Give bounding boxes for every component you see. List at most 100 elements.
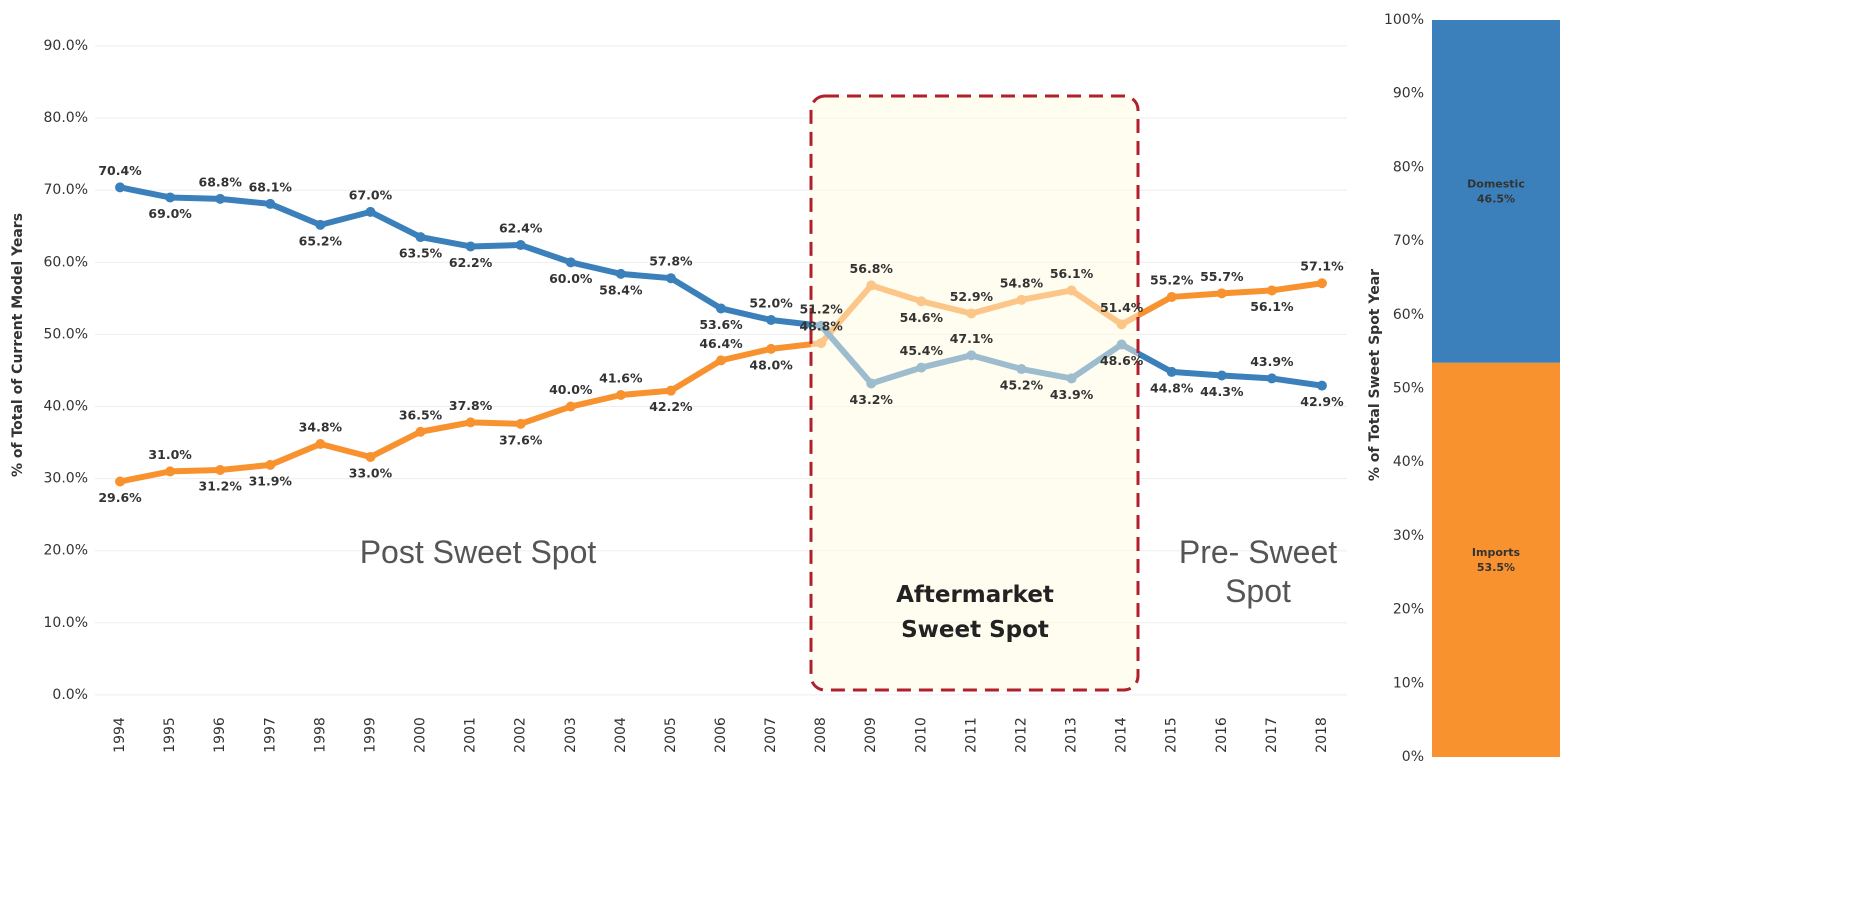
point (565, 401, 576, 412)
x-tick-label: 1998 (312, 717, 328, 753)
x-tick-label: 2012 (1013, 717, 1029, 753)
x-tick-label: 2002 (513, 717, 529, 753)
data-label: 47.1% (950, 331, 994, 346)
data-label: 46.5% (1477, 192, 1515, 205)
data-label: 40.0% (549, 382, 593, 397)
data-label: 48.0% (749, 357, 793, 372)
point (515, 418, 526, 429)
point (565, 257, 576, 268)
data-label: 56.8% (850, 261, 894, 276)
data-label: 69.0% (148, 206, 192, 221)
point (165, 466, 176, 477)
y-tick-label: 80.0% (44, 110, 88, 126)
x-tick-label: 2016 (1214, 717, 1230, 753)
data-label: 52.0% (749, 296, 793, 311)
y-tick-label: 60.0% (44, 254, 88, 270)
data-label: 37.8% (449, 398, 493, 413)
data-label: 29.6% (98, 490, 142, 505)
point (265, 198, 276, 209)
point (265, 459, 276, 470)
y-axis-title: % of Total of Current Model Years (10, 213, 26, 477)
point (365, 206, 376, 217)
point (1316, 278, 1327, 289)
point (415, 426, 426, 437)
point (1216, 288, 1227, 299)
point (115, 476, 126, 487)
y-tick-label: 90.0% (44, 38, 88, 54)
y-tick-label: 60% (1393, 307, 1424, 323)
data-label: 68.8% (199, 174, 243, 189)
data-label: 62.4% (499, 221, 543, 236)
y-tick-label: 40.0% (44, 399, 88, 415)
annotation: Aftermarket Sweet Spot (896, 582, 1054, 643)
y-tick-label: 20% (1393, 602, 1424, 618)
data-label: 45.4% (900, 343, 944, 358)
data-label: 44.8% (1150, 380, 1194, 395)
y-tick-label: 40% (1393, 454, 1424, 470)
point (1166, 291, 1177, 302)
x-tick-label: 2015 (1164, 717, 1180, 753)
x-tick-label: 2008 (813, 717, 829, 753)
y-axis-title: % of Total Sweet Spot Year (1367, 269, 1383, 481)
x-tick-label: 2004 (613, 717, 629, 753)
y-tick-label: 30% (1393, 528, 1424, 544)
x-tick-label: 2014 (1114, 717, 1130, 753)
x-tick-label: 1995 (162, 717, 178, 753)
point (615, 268, 626, 279)
data-label: 55.7% (1200, 269, 1244, 284)
data-label: 65.2% (299, 233, 343, 248)
x-tick-label: 2003 (563, 717, 579, 753)
data-label: 44.3% (1200, 384, 1244, 399)
y-tick-label: 70.0% (44, 182, 88, 198)
bar-segment (1432, 362, 1560, 757)
y-tick-label: 50% (1393, 381, 1424, 397)
data-label: 42.9% (1300, 394, 1344, 409)
y-tick-label: 0% (1402, 749, 1424, 765)
data-label: 62.2% (449, 255, 493, 270)
point (515, 240, 526, 251)
x-tick-label: 2007 (763, 717, 779, 753)
data-label: 68.1% (249, 179, 293, 194)
highlight-box (809, 94, 1140, 692)
data-label: 31.2% (199, 478, 243, 493)
point (766, 315, 777, 326)
x-tick-label: 2011 (963, 717, 979, 753)
data-label: 70.4% (98, 163, 142, 178)
point (716, 303, 726, 314)
y-tick-label: 90% (1393, 86, 1424, 102)
x-tick-label: 2018 (1314, 717, 1330, 753)
bar-segment (1432, 20, 1560, 363)
data-label: 57.8% (649, 254, 693, 269)
point (615, 389, 626, 400)
data-label: 63.5% (399, 246, 443, 261)
x-tick-label: 2005 (663, 717, 679, 753)
data-label: 56.1% (1050, 266, 1094, 281)
data-label: 51.4% (1100, 300, 1144, 315)
data-label: 37.6% (499, 432, 543, 447)
data-label: 43.9% (1250, 354, 1294, 369)
y-tick-label: 10.0% (44, 615, 88, 631)
annotation: Pre- Sweet Spot (1178, 534, 1338, 609)
point (315, 439, 326, 450)
point (1266, 373, 1277, 384)
data-label: 67.0% (349, 187, 393, 202)
point (465, 417, 476, 428)
data-label: 31.0% (148, 447, 192, 462)
data-label: 57.1% (1300, 259, 1344, 274)
point (115, 182, 126, 193)
point (1166, 366, 1177, 377)
point (716, 355, 726, 366)
data-label: 34.8% (299, 420, 343, 435)
x-tick-label: 2010 (913, 717, 929, 753)
x-tick-label: 1999 (362, 717, 378, 753)
data-label: 53.5% (1477, 561, 1515, 574)
data-label: 43.9% (1050, 387, 1094, 402)
annotation: Post Sweet Spot (359, 534, 597, 570)
point (1266, 285, 1277, 296)
data-label: 48.6% (1100, 353, 1144, 368)
data-label: 53.6% (699, 317, 743, 332)
data-label: 45.2% (1000, 378, 1044, 393)
x-tick-label: 2006 (713, 717, 729, 753)
x-tick-label: 2000 (413, 717, 429, 753)
